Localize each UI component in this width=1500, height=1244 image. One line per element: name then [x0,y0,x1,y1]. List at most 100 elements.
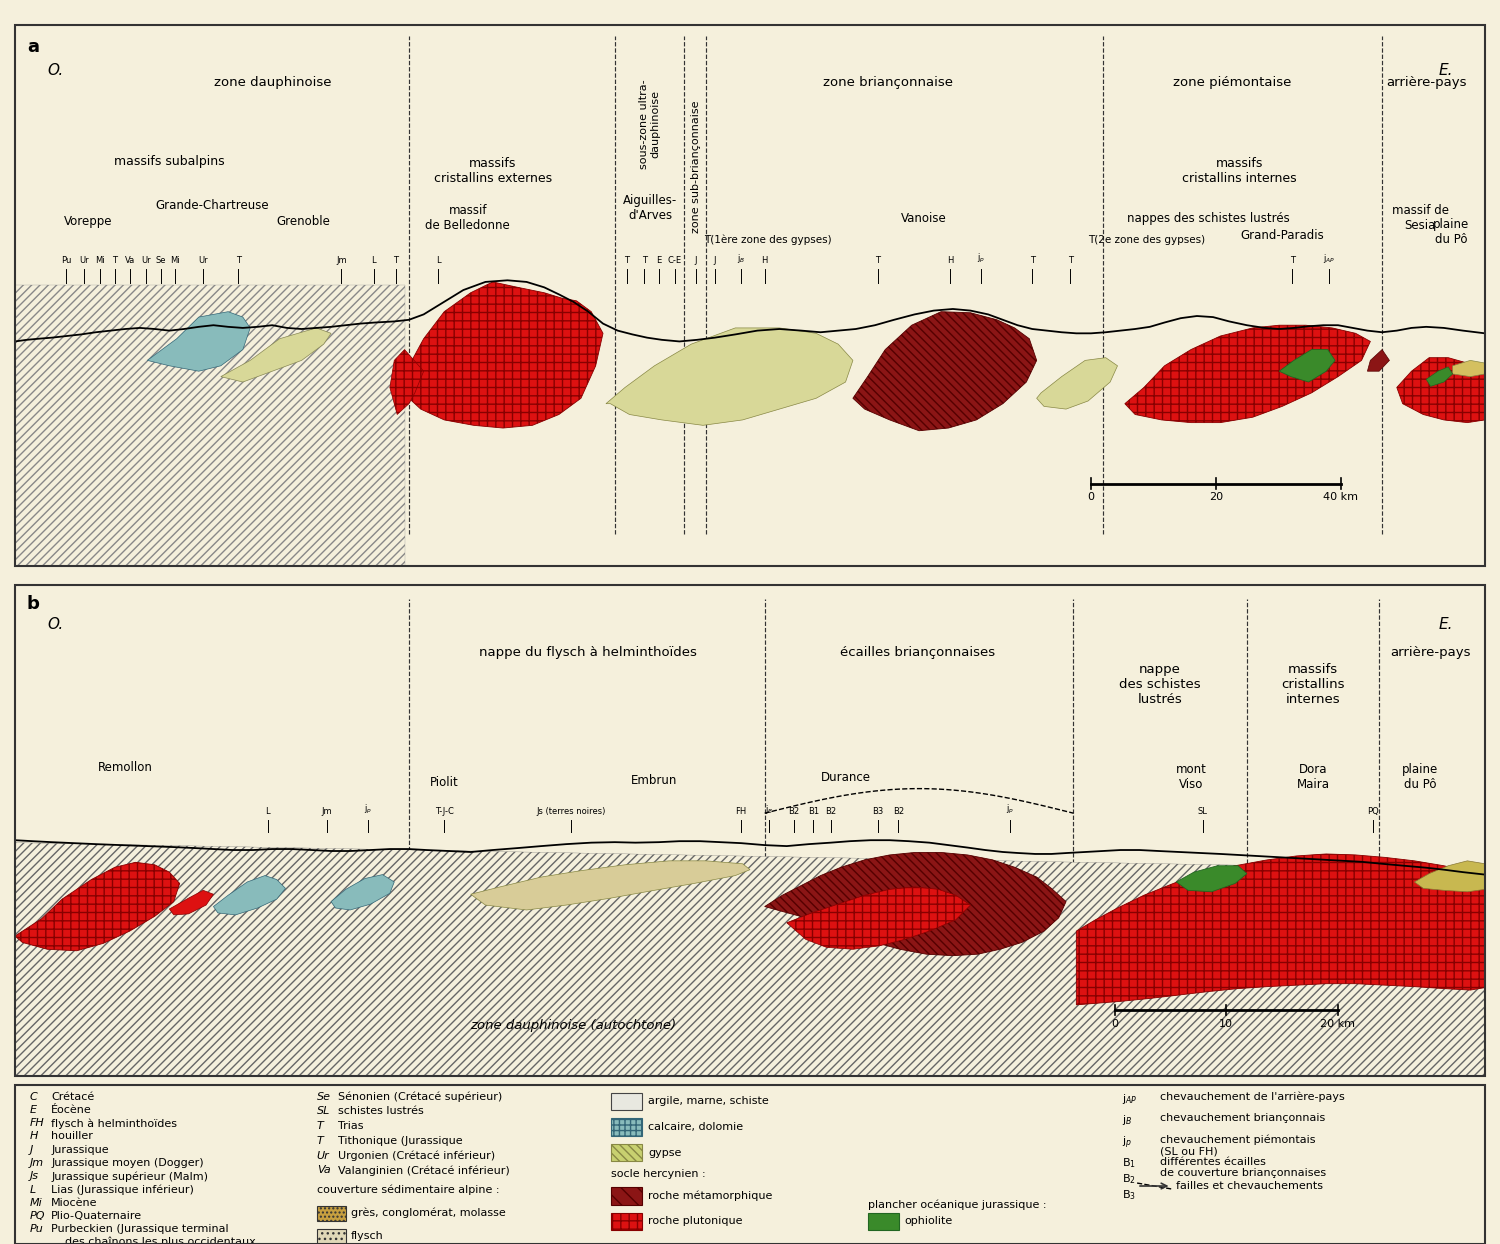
Text: ophiolite: ophiolite [904,1217,952,1227]
Text: j$_B$: j$_B$ [736,253,746,265]
Text: C-E: C-E [668,256,682,265]
Text: zone dauphinoise: zone dauphinoise [213,76,332,90]
Bar [15,1085,1485,1244]
Bar [316,1229,346,1244]
Text: Lias (Jurassique inférieur): Lias (Jurassique inférieur) [51,1184,194,1195]
Text: Pu: Pu [62,256,72,265]
Polygon shape [1452,361,1485,377]
Text: J: J [714,256,716,265]
Text: T: T [112,256,117,265]
Text: j$_B$: j$_B$ [1122,1113,1132,1127]
Text: Ur: Ur [198,256,208,265]
Text: écailles briançonnaises: écailles briançonnaises [840,646,995,659]
Text: gypse: gypse [648,1147,681,1158]
Text: Mi: Mi [30,1198,42,1208]
Text: T-J-C: T-J-C [435,806,453,816]
Text: failles et chevauchements: failles et chevauchements [1176,1181,1323,1191]
Text: a: a [27,39,39,56]
Polygon shape [15,285,405,566]
Text: 20 km: 20 km [1320,1019,1356,1029]
Text: arrière-pays: arrière-pays [1386,76,1467,90]
Polygon shape [853,312,1036,430]
Text: Valanginien (Crétacé inférieur): Valanginien (Crétacé inférieur) [339,1166,510,1176]
Text: Pu: Pu [30,1224,44,1234]
Bar [610,1118,642,1136]
Text: socle hercynien :: socle hercynien : [610,1169,705,1179]
Text: Durance: Durance [821,771,870,784]
Text: roche métamorphique: roche métamorphique [648,1191,772,1202]
Text: J: J [694,256,698,265]
Text: L: L [436,256,441,265]
Polygon shape [170,891,213,914]
Polygon shape [15,862,180,950]
Text: zone piémontaise: zone piémontaise [1173,76,1292,90]
Text: massif
de Belledonne: massif de Belledonne [426,204,510,231]
Text: L: L [372,256,376,265]
Text: B2: B2 [789,806,800,816]
Text: calcaire, dolomie: calcaire, dolomie [648,1122,742,1132]
Text: chevauchement piémontais
(SL ou FH): chevauchement piémontais (SL ou FH) [1160,1135,1316,1157]
Text: chevauchement de l'arrière-pays: chevauchement de l'arrière-pays [1160,1092,1344,1102]
Text: B2: B2 [892,806,904,816]
Text: B3: B3 [873,806,883,816]
Polygon shape [1280,350,1335,382]
Text: T: T [1029,256,1035,265]
Text: T: T [876,256,880,265]
Text: Jm: Jm [336,256,346,265]
Text: schistes lustrés: schistes lustrés [339,1106,424,1116]
Text: massifs
cristallins
internes: massifs cristallins internes [1281,663,1346,707]
Text: 20: 20 [1209,491,1222,503]
Bar [610,1143,642,1162]
Text: nappe
des schistes
lustrés: nappe des schistes lustrés [1119,663,1202,707]
Text: Aiguilles-
d'Arves: Aiguilles- d'Arves [622,194,676,223]
Text: PQ: PQ [30,1212,45,1222]
Text: T: T [642,256,646,265]
Text: houiller: houiller [51,1132,93,1142]
Text: Embrun: Embrun [632,774,678,787]
Text: Ur: Ur [316,1151,330,1161]
Text: T(2e zone des gypses): T(2e zone des gypses) [1089,235,1206,245]
Text: T: T [1068,256,1072,265]
Text: Plio-Quaternaire: Plio-Quaternaire [51,1212,142,1222]
Bar [867,1213,898,1230]
Text: Ur: Ur [80,256,88,265]
Text: Jurassique: Jurassique [51,1144,110,1154]
Text: massif de
Sesia: massif de Sesia [1392,204,1449,231]
Text: massifs
cristallins internes: massifs cristallins internes [1182,158,1298,185]
Text: zone dauphinoise (autochtone): zone dauphinoise (autochtone) [471,1019,676,1031]
Polygon shape [1077,853,1485,1005]
Text: plaine
du Pô: plaine du Pô [1402,763,1438,791]
Text: zone briançonnaise: zone briançonnaise [824,76,952,90]
Text: E.: E. [1438,617,1452,632]
Polygon shape [765,852,1066,955]
Text: massifs
cristallins externes: massifs cristallins externes [433,158,552,185]
Text: T: T [624,256,628,265]
Text: j$_{AP}$: j$_{AP}$ [1122,1092,1138,1106]
Text: Grand-Paradis: Grand-Paradis [1240,229,1324,243]
Text: Miocène: Miocène [51,1198,98,1208]
Text: arrière-pays: arrière-pays [1390,646,1472,659]
Text: T(1ère zone des gypses): T(1ère zone des gypses) [704,235,831,245]
Polygon shape [390,350,423,414]
Text: j$_p$: j$_p$ [364,802,372,816]
Text: argile, marne, schiste: argile, marne, schiste [648,1096,770,1106]
Text: Se: Se [156,256,166,265]
Text: j$_B$: j$_B$ [765,802,772,816]
Text: sous-zone ultra-
dauphinoise: sous-zone ultra- dauphinoise [639,80,662,169]
Bar [316,1205,346,1222]
Text: H: H [30,1132,38,1142]
Bar [610,1187,642,1204]
Polygon shape [1414,861,1485,892]
Text: grès, conglomérat, molasse: grès, conglomérat, molasse [351,1208,506,1218]
Text: Js (terres noires): Js (terres noires) [536,806,606,816]
Text: B$_1$
B$_2$
B$_3$: B$_1$ B$_2$ B$_3$ [1122,1157,1137,1202]
Text: 0: 0 [1088,491,1095,503]
Text: j$_p$: j$_p$ [1122,1135,1132,1151]
Text: Ur: Ur [141,256,150,265]
Text: mont
Viso: mont Viso [1176,763,1206,791]
Text: roche plutonique: roche plutonique [648,1217,742,1227]
Polygon shape [1426,367,1452,387]
Text: PQ: PQ [1368,806,1378,816]
Text: Sénonien (Crétacé supérieur): Sénonien (Crétacé supérieur) [339,1092,502,1102]
Text: chevauchement briançonnais: chevauchement briançonnais [1160,1113,1324,1123]
